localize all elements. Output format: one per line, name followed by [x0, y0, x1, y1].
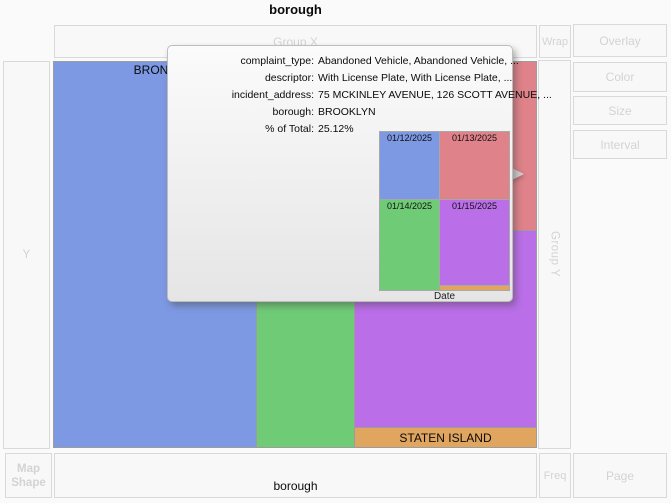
mini-cell-date-4: 01/15/2025: [439, 199, 510, 286]
x-axis-label: borough: [273, 479, 318, 493]
mini-cell-date-2: 01/13/2025: [439, 131, 510, 200]
drop-zone-interval[interactable]: Interval: [573, 130, 667, 159]
drop-zone-wrap[interactable]: Wrap: [539, 25, 571, 58]
tooltip-row-value: 75 MCKINLEY AVENUE, 126 SCOTT AVENUE, ..…: [318, 89, 552, 101]
drop-zone-y-label: Y: [22, 249, 31, 261]
tooltip-row-key: descriptor:: [264, 72, 314, 84]
tooltip-row-value: With License Plate, With License Plate, …: [318, 72, 513, 84]
mini-cell-date-1: 01/12/2025: [379, 131, 440, 200]
drop-zone-freq[interactable]: Freq: [539, 453, 571, 498]
tooltip-row-value: BROOKLYN: [318, 106, 376, 118]
drop-zone-color-label: Color: [605, 70, 635, 84]
drop-zone-size[interactable]: Size: [573, 96, 667, 125]
tooltip-row-value: 25.12%: [318, 123, 354, 135]
mini-cell-date-3: 01/14/2025: [379, 199, 440, 291]
treemap-cell-bronx-label: BRONX: [133, 63, 177, 77]
drop-zone-page-label: Page: [605, 468, 635, 483]
drop-zone-size-label: Size: [608, 103, 632, 118]
drop-zone-y[interactable]: Y: [3, 61, 50, 449]
mini-treemap-axis-label: Date: [433, 291, 456, 302]
tooltip-rows: complaint_type: Abandoned Vehicle, Aband…: [168, 46, 552, 138]
tooltip-row-value: Abandoned Vehicle, Abandoned Vehicle, ..…: [318, 55, 519, 67]
drop-zone-map-shape[interactable]: Map Shape: [5, 453, 52, 498]
drop-zone-group-y[interactable]: Group Y: [538, 60, 571, 449]
x-axis-area[interactable]: borough: [54, 453, 537, 498]
drop-zone-map-shape-label: Map Shape: [11, 462, 46, 489]
tooltip-row-key: % of Total:: [265, 123, 314, 135]
drop-zone-freq-label: Freq: [543, 469, 567, 482]
tooltip-row-key: incident_address:: [231, 89, 314, 101]
tooltip-mini-treemap: 01/12/2025 01/13/2025 01/14/2025 01/15/2…: [379, 131, 510, 302]
drop-zone-group-y-label: Group Y: [548, 231, 561, 278]
treemap-cell-staten-island-label: STATEN ISLAND: [399, 430, 492, 445]
hover-tooltip: complaint_type: Abandoned Vehicle, Aband…: [167, 45, 552, 302]
mini-cell-orange-strip: [439, 285, 510, 291]
drop-zone-overlay[interactable]: Overlay: [573, 24, 667, 57]
treemap-cell-staten-island[interactable]: STATEN ISLAND: [354, 427, 537, 448]
tooltip-row-key: borough:: [272, 106, 314, 118]
tooltip-row-key: complaint_type:: [240, 55, 314, 67]
drop-zone-overlay-label: Overlay: [599, 33, 641, 48]
chart-title: borough: [269, 2, 322, 17]
drop-zone-page[interactable]: Page: [573, 453, 667, 498]
drop-zone-wrap-label: Wrap: [541, 35, 569, 48]
drop-zone-color[interactable]: Color: [573, 62, 667, 92]
drop-zone-interval-label: Interval: [600, 137, 640, 152]
